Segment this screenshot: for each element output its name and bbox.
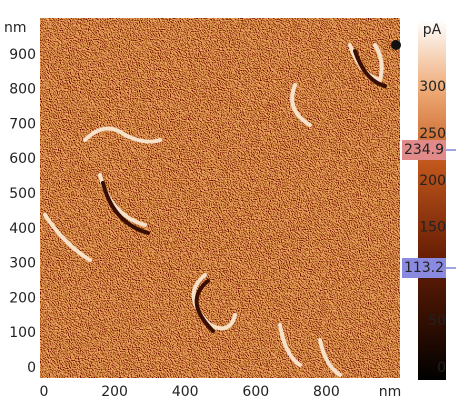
marker-box bbox=[402, 140, 446, 160]
marker-label: 113.2 bbox=[404, 260, 444, 276]
afm-image bbox=[40, 18, 401, 378]
y-tick-label: 300 bbox=[9, 256, 36, 272]
y-tick-label: 600 bbox=[9, 151, 36, 167]
colorbar-tick-label: 150 bbox=[419, 220, 446, 236]
y-tick-label: 700 bbox=[9, 116, 36, 132]
y-tick-label: 800 bbox=[9, 82, 36, 98]
marker-box bbox=[402, 258, 446, 278]
colorbar bbox=[418, 20, 446, 380]
y-unit: nm bbox=[4, 20, 27, 36]
x-tick-label: 200 bbox=[101, 384, 128, 400]
x-tick-label: 0 bbox=[40, 384, 49, 400]
y-tick-label: 900 bbox=[9, 47, 36, 63]
x-tick-label: 800 bbox=[313, 384, 340, 400]
colorbar-tick-label: 250 bbox=[419, 126, 446, 142]
y-tick-label: 200 bbox=[9, 290, 36, 306]
x-unit: nm bbox=[379, 384, 402, 400]
colorbar-tick-label: 300 bbox=[419, 79, 446, 95]
y-tick-label: 100 bbox=[9, 325, 36, 341]
colorbar-unit: pA bbox=[423, 22, 442, 38]
y-tick-label: 500 bbox=[9, 186, 36, 202]
colorbar-tick-label: 200 bbox=[419, 173, 446, 189]
x-tick-label: 600 bbox=[242, 384, 269, 400]
y-tick-label: 0 bbox=[27, 360, 36, 376]
x-tick-label: 400 bbox=[172, 384, 199, 400]
marker-label: 234.9 bbox=[404, 142, 444, 158]
colorbar-tick-label: 0 bbox=[437, 360, 446, 376]
y-tick-label: 400 bbox=[9, 221, 36, 237]
colorbar-tick-label: 50 bbox=[428, 313, 446, 329]
